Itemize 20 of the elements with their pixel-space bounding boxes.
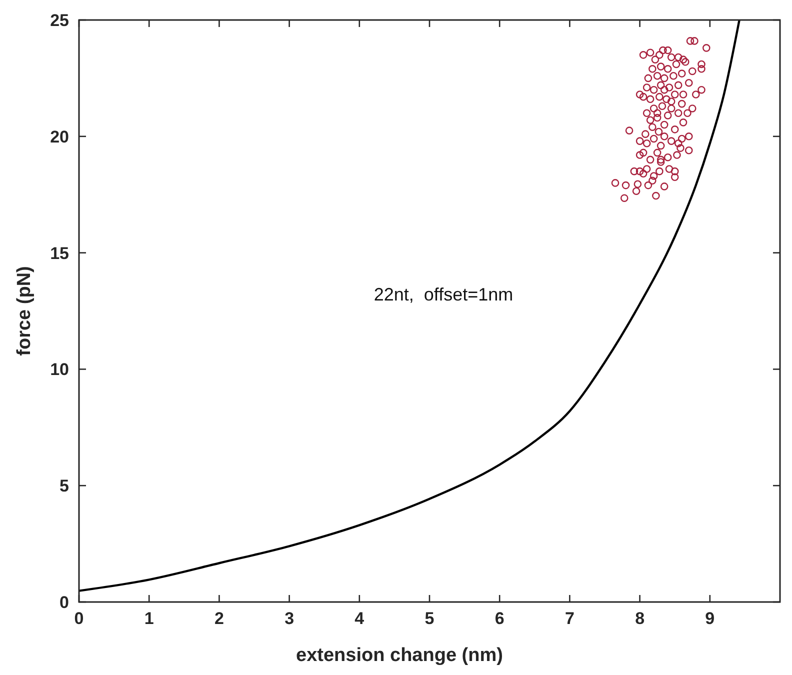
x-tick-label: 4: [354, 609, 365, 628]
y-tick-label: 25: [50, 11, 69, 30]
x-tick-label: 3: [284, 609, 294, 628]
x-tick-label: 9: [705, 609, 715, 628]
x-tick-label: 2: [214, 609, 224, 628]
x-tick-label: 1: [144, 609, 154, 628]
x-tick-label: 7: [564, 609, 574, 628]
y-tick-label: 10: [50, 360, 69, 380]
y-tick-label: 5: [60, 476, 69, 496]
x-axis-title: extension change (nm): [296, 645, 503, 666]
y-tick-label: 15: [50, 244, 69, 263]
x-tick-label: 5: [424, 609, 434, 628]
y-tick-label: 0: [60, 593, 69, 612]
annotation: 22nt, offset=1nm: [374, 284, 514, 305]
x-tick-label: 8: [635, 609, 645, 628]
y-axis-title: force (pN): [14, 266, 35, 356]
x-tick-label: 6: [494, 609, 504, 628]
x-tick-label: 0: [74, 609, 84, 628]
line-series: [78, 18, 740, 592]
y-tick-label: 20: [50, 127, 69, 146]
